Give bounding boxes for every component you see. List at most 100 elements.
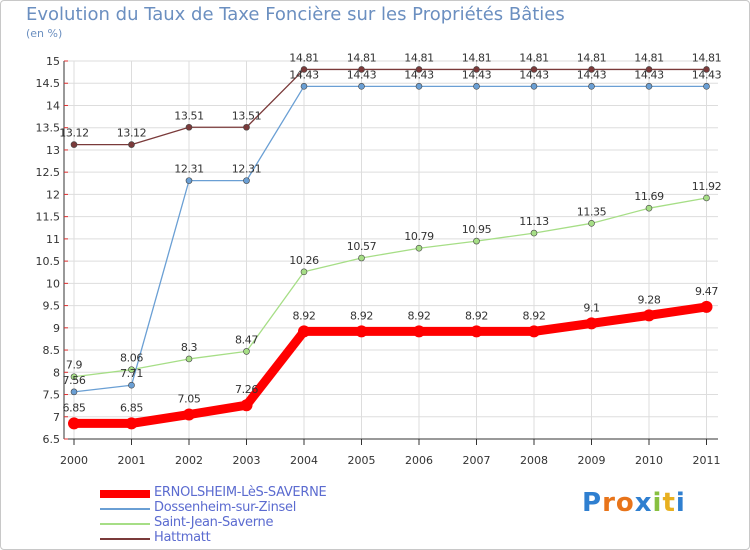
data-label-3: 13.51 (232, 109, 262, 122)
plot-area (64, 61, 718, 439)
data-label-0: 7.26 (235, 383, 258, 396)
x-tick-label: 2001 (118, 454, 146, 467)
series-point-1 (645, 83, 653, 90)
series-point-2 (185, 355, 193, 363)
logo-letter: i (675, 488, 686, 518)
y-tick-label: 8.5 (43, 344, 61, 357)
series-point-2 (703, 194, 710, 202)
series-point-1 (243, 177, 250, 184)
series-point-0 (413, 325, 425, 338)
logo-letter: P (582, 488, 603, 518)
series-point-2 (588, 220, 595, 227)
series-line-0 (69, 302, 711, 428)
series-point-1 (358, 83, 365, 90)
series-point-1 (185, 177, 193, 184)
chart-title: Evolution du Taux de Taxe Foncière sur l… (26, 4, 565, 25)
y-tick-label: 6.5 (43, 433, 61, 446)
data-label-2: 11.13 (519, 215, 549, 228)
data-label-3: 14.81 (519, 51, 549, 64)
data-label-3: 14.81 (347, 51, 377, 64)
series-line-2 (73, 197, 708, 378)
series-point-1 (703, 83, 710, 90)
series-point-3 (703, 66, 710, 73)
series-line-1 (73, 85, 708, 393)
data-label-1: 12.31 (232, 163, 262, 176)
data-label-3: 13.51 (174, 109, 204, 122)
series-point-0 (470, 325, 483, 338)
series-point-1 (415, 83, 423, 90)
series-point-3 (128, 141, 135, 148)
series-point-1 (300, 83, 308, 90)
series-point-3 (473, 66, 480, 73)
data-label-3: 13.12 (59, 127, 89, 140)
series-point-1 (588, 83, 595, 90)
logo-letter: x (634, 488, 653, 518)
data-label-2: 10.26 (289, 254, 319, 267)
series-point-2 (128, 366, 135, 373)
data-label-0: 9.28 (638, 293, 661, 306)
series-point-3 (415, 66, 423, 73)
data-label-0: 8.92 (293, 309, 316, 322)
series-point-2 (358, 254, 365, 262)
data-label-0: 6.85 (63, 401, 86, 414)
logo-letter: o (615, 488, 635, 518)
y-tick-label: 14.5 (36, 77, 61, 90)
data-label-0: 6.85 (120, 401, 143, 414)
data-label-1: 14.43 (289, 68, 319, 81)
series-line-3 (73, 68, 708, 146)
logo-letter: r (602, 488, 616, 518)
series-point-3 (588, 66, 595, 73)
data-label-1: 14.43 (462, 68, 492, 81)
y-tick-label: 11 (46, 233, 60, 246)
legend-label-ernolsheim: ERNOLSHEIM-LèS-SAVERNE (154, 485, 327, 500)
data-label-1: 14.43 (692, 68, 722, 81)
series-layer (68, 66, 713, 430)
data-label-2: 11.69 (634, 190, 664, 203)
legend-label-hattmatt: Hattmatt (154, 530, 211, 545)
logo-letter: i (652, 488, 663, 518)
series-point-1 (70, 388, 78, 396)
data-label-3: 14.81 (692, 51, 722, 64)
data-label-1: 7.71 (120, 367, 143, 380)
series-point-1 (128, 381, 135, 389)
x-tick-label: 2005 (348, 454, 376, 467)
y-tick-label: 15 (46, 55, 60, 68)
data-label-0: 8.92 (408, 309, 431, 322)
series-point-2 (243, 348, 250, 355)
x-tick-label: 2002 (175, 454, 203, 467)
series-point-0 (700, 300, 713, 313)
data-label-0: 7.05 (178, 393, 201, 406)
x-tick-label: 2003 (233, 454, 261, 467)
chart-subtitle: (en %) (26, 27, 63, 40)
x-tick-label: 2011 (693, 454, 721, 467)
data-label-2: 10.57 (347, 240, 377, 253)
data-label-3: 13.12 (117, 127, 147, 140)
series-point-0 (125, 417, 138, 430)
legend-swatch-hattmatt (100, 538, 150, 540)
series-point-0 (528, 325, 540, 338)
data-label-3: 14.81 (404, 51, 434, 64)
data-label-0: 9.1 (583, 301, 599, 314)
x-tick-label: 2000 (60, 454, 88, 467)
series-point-0 (585, 317, 598, 330)
series-point-0 (355, 325, 368, 338)
data-label-3: 14.81 (577, 51, 607, 64)
x-tick-label: 2010 (635, 454, 663, 467)
series-point-1 (530, 83, 538, 90)
data-label-0: 9.47 (695, 285, 718, 298)
data-label-0: 8.92 (465, 309, 488, 322)
proxiti-logo: Proxiti (582, 488, 686, 518)
data-label-2: 8.3 (181, 341, 198, 354)
series-point-3 (530, 66, 538, 73)
x-tick-label: 2007 (463, 454, 491, 467)
legend-swatch-saint-jean (100, 523, 150, 525)
data-label-1: 14.43 (347, 68, 377, 81)
data-label-2: 10.95 (462, 223, 492, 236)
data-label-3: 14.81 (289, 51, 319, 64)
axes: 6.577.588.599.51010.51111.51212.51313.51… (36, 55, 721, 467)
series-point-2 (645, 204, 653, 212)
y-tick-label: 12 (46, 188, 60, 201)
y-tick-label: 7 (53, 411, 60, 424)
x-tick-label: 2009 (578, 454, 606, 467)
y-tick-label: 11.5 (36, 211, 61, 224)
